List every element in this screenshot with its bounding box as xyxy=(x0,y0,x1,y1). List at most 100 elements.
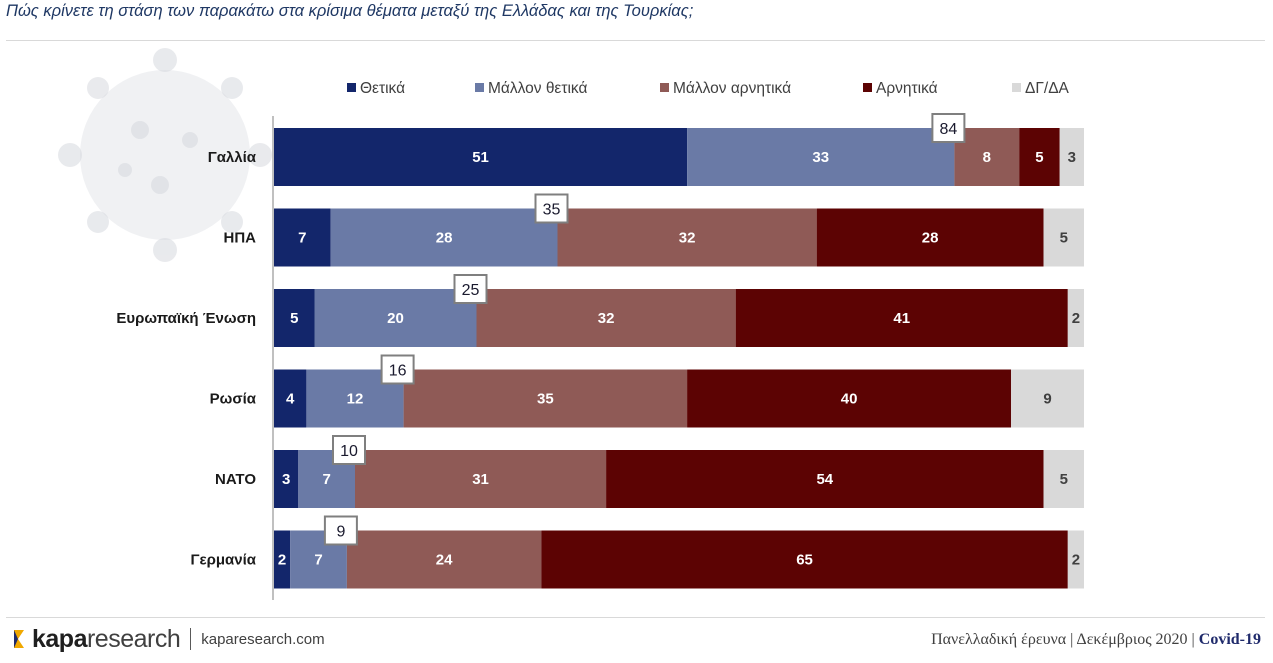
bar-segment xyxy=(476,289,736,347)
bar-segment xyxy=(1043,208,1084,267)
bar-row: ΗΠΑ 7 28 32 28 5 35 xyxy=(224,193,1084,267)
data-label: 8 xyxy=(983,149,991,166)
legend-swatch xyxy=(475,83,484,92)
bar-segment xyxy=(314,289,477,347)
bar-segment xyxy=(274,369,307,428)
bar-segment xyxy=(346,530,542,589)
data-label: 5 xyxy=(1060,471,1068,488)
data-label: 28 xyxy=(922,230,939,247)
data-label: 7 xyxy=(314,552,322,569)
total-positive-box xyxy=(453,274,488,304)
data-label: 35 xyxy=(537,391,554,408)
bar-segment xyxy=(735,289,1068,347)
survey-label: Πανελλαδική έρευνα | Δεκέμβριος 2020 | xyxy=(931,631,1199,648)
data-label: 7 xyxy=(322,471,330,488)
total-positive-box xyxy=(380,354,415,385)
total-positive-label: 84 xyxy=(940,121,958,138)
category-label: ΗΠΑ xyxy=(224,230,257,247)
data-label: 40 xyxy=(841,391,858,408)
data-label: 5 xyxy=(1060,230,1068,247)
category-label: Ευρωπαϊκή Ένωση xyxy=(116,310,256,327)
bar-segment xyxy=(557,208,817,267)
question-title: Πώς κρίνετε τη στάση των παρακάτω στα κρ… xyxy=(6,2,694,20)
footer-divider xyxy=(6,617,1265,618)
bar-segment xyxy=(403,369,688,428)
bar-segment xyxy=(274,530,291,589)
topic-label: Covid-19 xyxy=(1198,631,1261,648)
bar-segment xyxy=(330,208,558,267)
total-positive-label: 25 xyxy=(462,282,480,299)
bar-segment xyxy=(687,128,955,186)
legend-label: Αρνητικά xyxy=(876,80,938,97)
bar-segment xyxy=(274,128,688,186)
bar-segment xyxy=(274,289,315,347)
data-label: 65 xyxy=(796,552,813,569)
bar-segment xyxy=(1011,369,1084,428)
total-positive-box xyxy=(332,435,366,465)
legend: Θετικά Μάλλον θετικά Μάλλον αρνητικά Αρνητι… xyxy=(347,80,1070,97)
brand-name: kaparesearch xyxy=(32,624,181,653)
legend-label: Μάλλον θετικά xyxy=(488,80,587,97)
category-label: ΝΑΤΟ xyxy=(215,471,256,488)
total-positive-label: 10 xyxy=(340,443,358,460)
data-label: 54 xyxy=(816,471,833,488)
data-label: 4 xyxy=(286,391,295,408)
category-label: Γαλλία xyxy=(208,149,257,166)
bar-segment xyxy=(1067,530,1084,589)
total-positive-box xyxy=(534,193,569,224)
bar-segment xyxy=(274,208,331,267)
bar-row: Γερμανία 2 7 24 65 2 9 xyxy=(190,515,1084,589)
legend-swatch xyxy=(863,83,872,92)
brand-url: kaparesearch.com xyxy=(201,630,325,648)
data-label: 51 xyxy=(472,149,489,166)
category-label: Γερμανία xyxy=(190,552,256,569)
data-label: 5 xyxy=(1035,149,1043,166)
data-label: 41 xyxy=(893,310,910,327)
brand-separator xyxy=(190,628,192,650)
bar-row: Ρωσία 4 12 35 40 9 16 xyxy=(210,354,1084,428)
brand: kaparesearch kaparesearch.com xyxy=(12,624,325,654)
data-label: 5 xyxy=(290,310,298,327)
data-label: 32 xyxy=(598,310,615,327)
bar-row: ΝΑΤΟ 3 7 31 54 5 10 xyxy=(215,435,1084,508)
data-label: 3 xyxy=(282,471,290,488)
bar-row: Ευρωπαϊκή Ένωση 5 20 32 41 2 25 xyxy=(116,274,1084,347)
stacked-bar-chart: Θετικά Μάλλον θετικά Μάλλον αρνητικά Αρνητι… xyxy=(116,80,1084,600)
legend-label: Θετικά xyxy=(360,80,405,97)
legend-label: Μάλλον αρνητικά xyxy=(673,80,791,97)
data-label: 31 xyxy=(472,471,489,488)
bar-segment xyxy=(274,450,299,508)
data-label: 33 xyxy=(812,149,829,166)
data-label: 28 xyxy=(436,230,453,247)
data-label: 7 xyxy=(298,230,306,247)
header-divider xyxy=(6,40,1265,41)
bar-segment xyxy=(1019,128,1060,186)
total-positive-label: 35 xyxy=(543,202,561,219)
legend-label: ΔΓ/ΔΑ xyxy=(1025,80,1070,97)
bar-segment xyxy=(355,450,607,508)
data-label: 20 xyxy=(387,310,404,327)
data-label: 32 xyxy=(679,230,696,247)
legend-swatch xyxy=(660,83,669,92)
footer-survey-info: Πανελλαδική έρευνα | Δεκέμβριος 2020 | C… xyxy=(931,631,1261,649)
bar-segment xyxy=(1043,450,1084,508)
data-label: 24 xyxy=(436,552,453,569)
total-positive-box xyxy=(931,113,966,143)
bar-segment xyxy=(541,530,1068,589)
bar-segment xyxy=(687,369,1012,428)
kapa-logo-icon xyxy=(14,630,24,648)
category-label: Ρωσία xyxy=(210,391,257,408)
bar-segment xyxy=(1067,289,1084,347)
bar-segment xyxy=(1059,128,1084,186)
data-label: 2 xyxy=(1072,310,1080,327)
bar-segment xyxy=(606,450,1044,508)
data-label: 3 xyxy=(1068,149,1076,166)
total-positive-box xyxy=(323,515,358,546)
bar-row: Γαλλία 51 33 8 5 3 84 xyxy=(208,113,1084,186)
brand-name-bold: kapa xyxy=(32,624,87,653)
legend-swatch xyxy=(1012,83,1021,92)
data-label: 2 xyxy=(278,552,286,569)
total-positive-label: 9 xyxy=(336,524,345,541)
brand-name-rest: research xyxy=(86,624,181,653)
